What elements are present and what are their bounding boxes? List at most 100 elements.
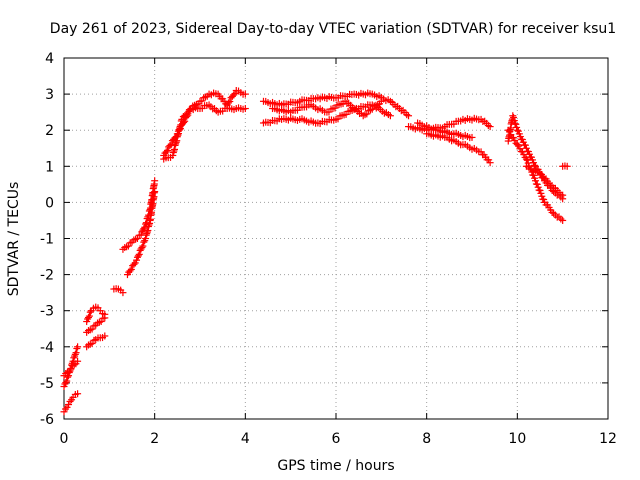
data-point <box>101 314 109 322</box>
y-tick-label: 0 <box>45 195 54 211</box>
data-point-interp <box>512 120 520 128</box>
data-point <box>536 170 544 178</box>
data-point-interp <box>85 312 93 320</box>
data-point-interp <box>88 325 96 333</box>
x-tick-label: 0 <box>60 431 69 447</box>
x-tick-label: 6 <box>332 431 341 447</box>
x-tick-label: 4 <box>241 431 250 447</box>
data-point <box>241 105 249 113</box>
data-point-interp <box>84 314 92 322</box>
data-point <box>151 177 159 185</box>
data-point-interp <box>124 242 132 250</box>
x-tick-label: 10 <box>508 431 526 447</box>
x-tick-labels: 0 2 4 6 8 10 12 <box>60 431 617 447</box>
data-point-interp <box>186 106 194 114</box>
data-point-interp <box>63 368 71 376</box>
data-point <box>509 112 517 120</box>
data-point-interp <box>226 98 234 106</box>
data-point-interp <box>86 308 94 316</box>
y-tick-label: 3 <box>45 87 54 103</box>
data-point-interp <box>231 90 239 98</box>
data-point-interp <box>66 397 74 405</box>
data-point-interp <box>166 142 174 150</box>
data-point-interp <box>70 354 78 362</box>
data-point <box>405 112 413 120</box>
data-point <box>486 159 494 167</box>
data-point <box>504 126 512 134</box>
data-point <box>513 141 521 149</box>
data-points <box>60 86 571 416</box>
data-point-interp <box>139 242 147 250</box>
y-tick-labels: -6 -5 -4 -3 -2 -1 0 1 2 3 4 <box>40 51 54 428</box>
data-point <box>241 90 249 98</box>
y-tick-label: 2 <box>45 123 54 139</box>
data-point-interp <box>511 120 519 128</box>
data-point <box>101 332 109 340</box>
data-point-interp <box>97 318 105 326</box>
data-point-interp <box>63 377 71 385</box>
data-point <box>531 177 539 185</box>
data-point-interp <box>130 260 138 268</box>
data-point-interp <box>141 223 149 231</box>
data-point-interp <box>363 110 371 118</box>
data-point <box>468 133 476 141</box>
x-tick-label: 2 <box>150 431 159 447</box>
data-point-interp <box>126 267 134 275</box>
data-point-interp <box>140 238 148 246</box>
data-point-interp <box>71 350 79 358</box>
y-tick-label: -3 <box>40 304 54 320</box>
data-point-interp <box>361 111 369 119</box>
data-point-interp <box>138 244 146 252</box>
data-point <box>386 112 394 120</box>
y-tick-label: 4 <box>45 51 54 67</box>
y-tick-label: -5 <box>40 376 54 392</box>
data-point-interp <box>510 117 518 125</box>
data-point-interp <box>365 107 373 115</box>
data-point-interp <box>140 225 148 233</box>
data-point <box>563 162 571 170</box>
data-point-interp <box>162 148 170 156</box>
data-point-interp <box>84 341 92 349</box>
x-axis-label: GPS time / hours <box>277 458 394 474</box>
data-point-interp <box>181 117 189 125</box>
data-point-interp <box>230 91 238 99</box>
y-tick-label: 1 <box>45 159 54 175</box>
data-point-interp <box>521 141 529 149</box>
axis-ticks <box>63 57 609 420</box>
y-tick-label: -4 <box>40 340 54 356</box>
data-point-interp <box>167 140 175 148</box>
data-point-interp <box>70 361 78 369</box>
data-point <box>119 289 127 297</box>
data-point-interp <box>175 126 183 134</box>
data-point-interp <box>172 133 180 141</box>
data-point-interp <box>184 111 192 119</box>
data-point-interp <box>127 265 135 273</box>
data-point-interp <box>133 234 141 242</box>
data-point-interp <box>84 327 92 335</box>
x-tick-label: 12 <box>599 431 617 447</box>
data-point-interp <box>171 134 179 142</box>
x-tick-label: 8 <box>422 431 431 447</box>
data-point-interp <box>62 405 70 413</box>
data-point-interp <box>192 101 200 109</box>
data-point-interp <box>176 125 184 133</box>
data-point <box>74 390 82 398</box>
data-point-interp <box>200 94 208 102</box>
data-point-interp <box>510 113 518 121</box>
data-point-interp <box>73 345 81 353</box>
data-point-interp <box>121 244 129 252</box>
data-point-interp <box>163 147 171 155</box>
data-point <box>486 123 494 131</box>
data-point-interp <box>183 112 191 120</box>
data-point <box>151 188 159 196</box>
data-point-interp <box>71 352 79 360</box>
data-point <box>513 126 521 134</box>
data-point <box>74 343 82 351</box>
data-point <box>377 97 385 105</box>
data-point <box>522 155 530 163</box>
data-point-interp <box>135 250 143 258</box>
data-point-interp <box>224 99 232 107</box>
data-point <box>65 401 73 409</box>
